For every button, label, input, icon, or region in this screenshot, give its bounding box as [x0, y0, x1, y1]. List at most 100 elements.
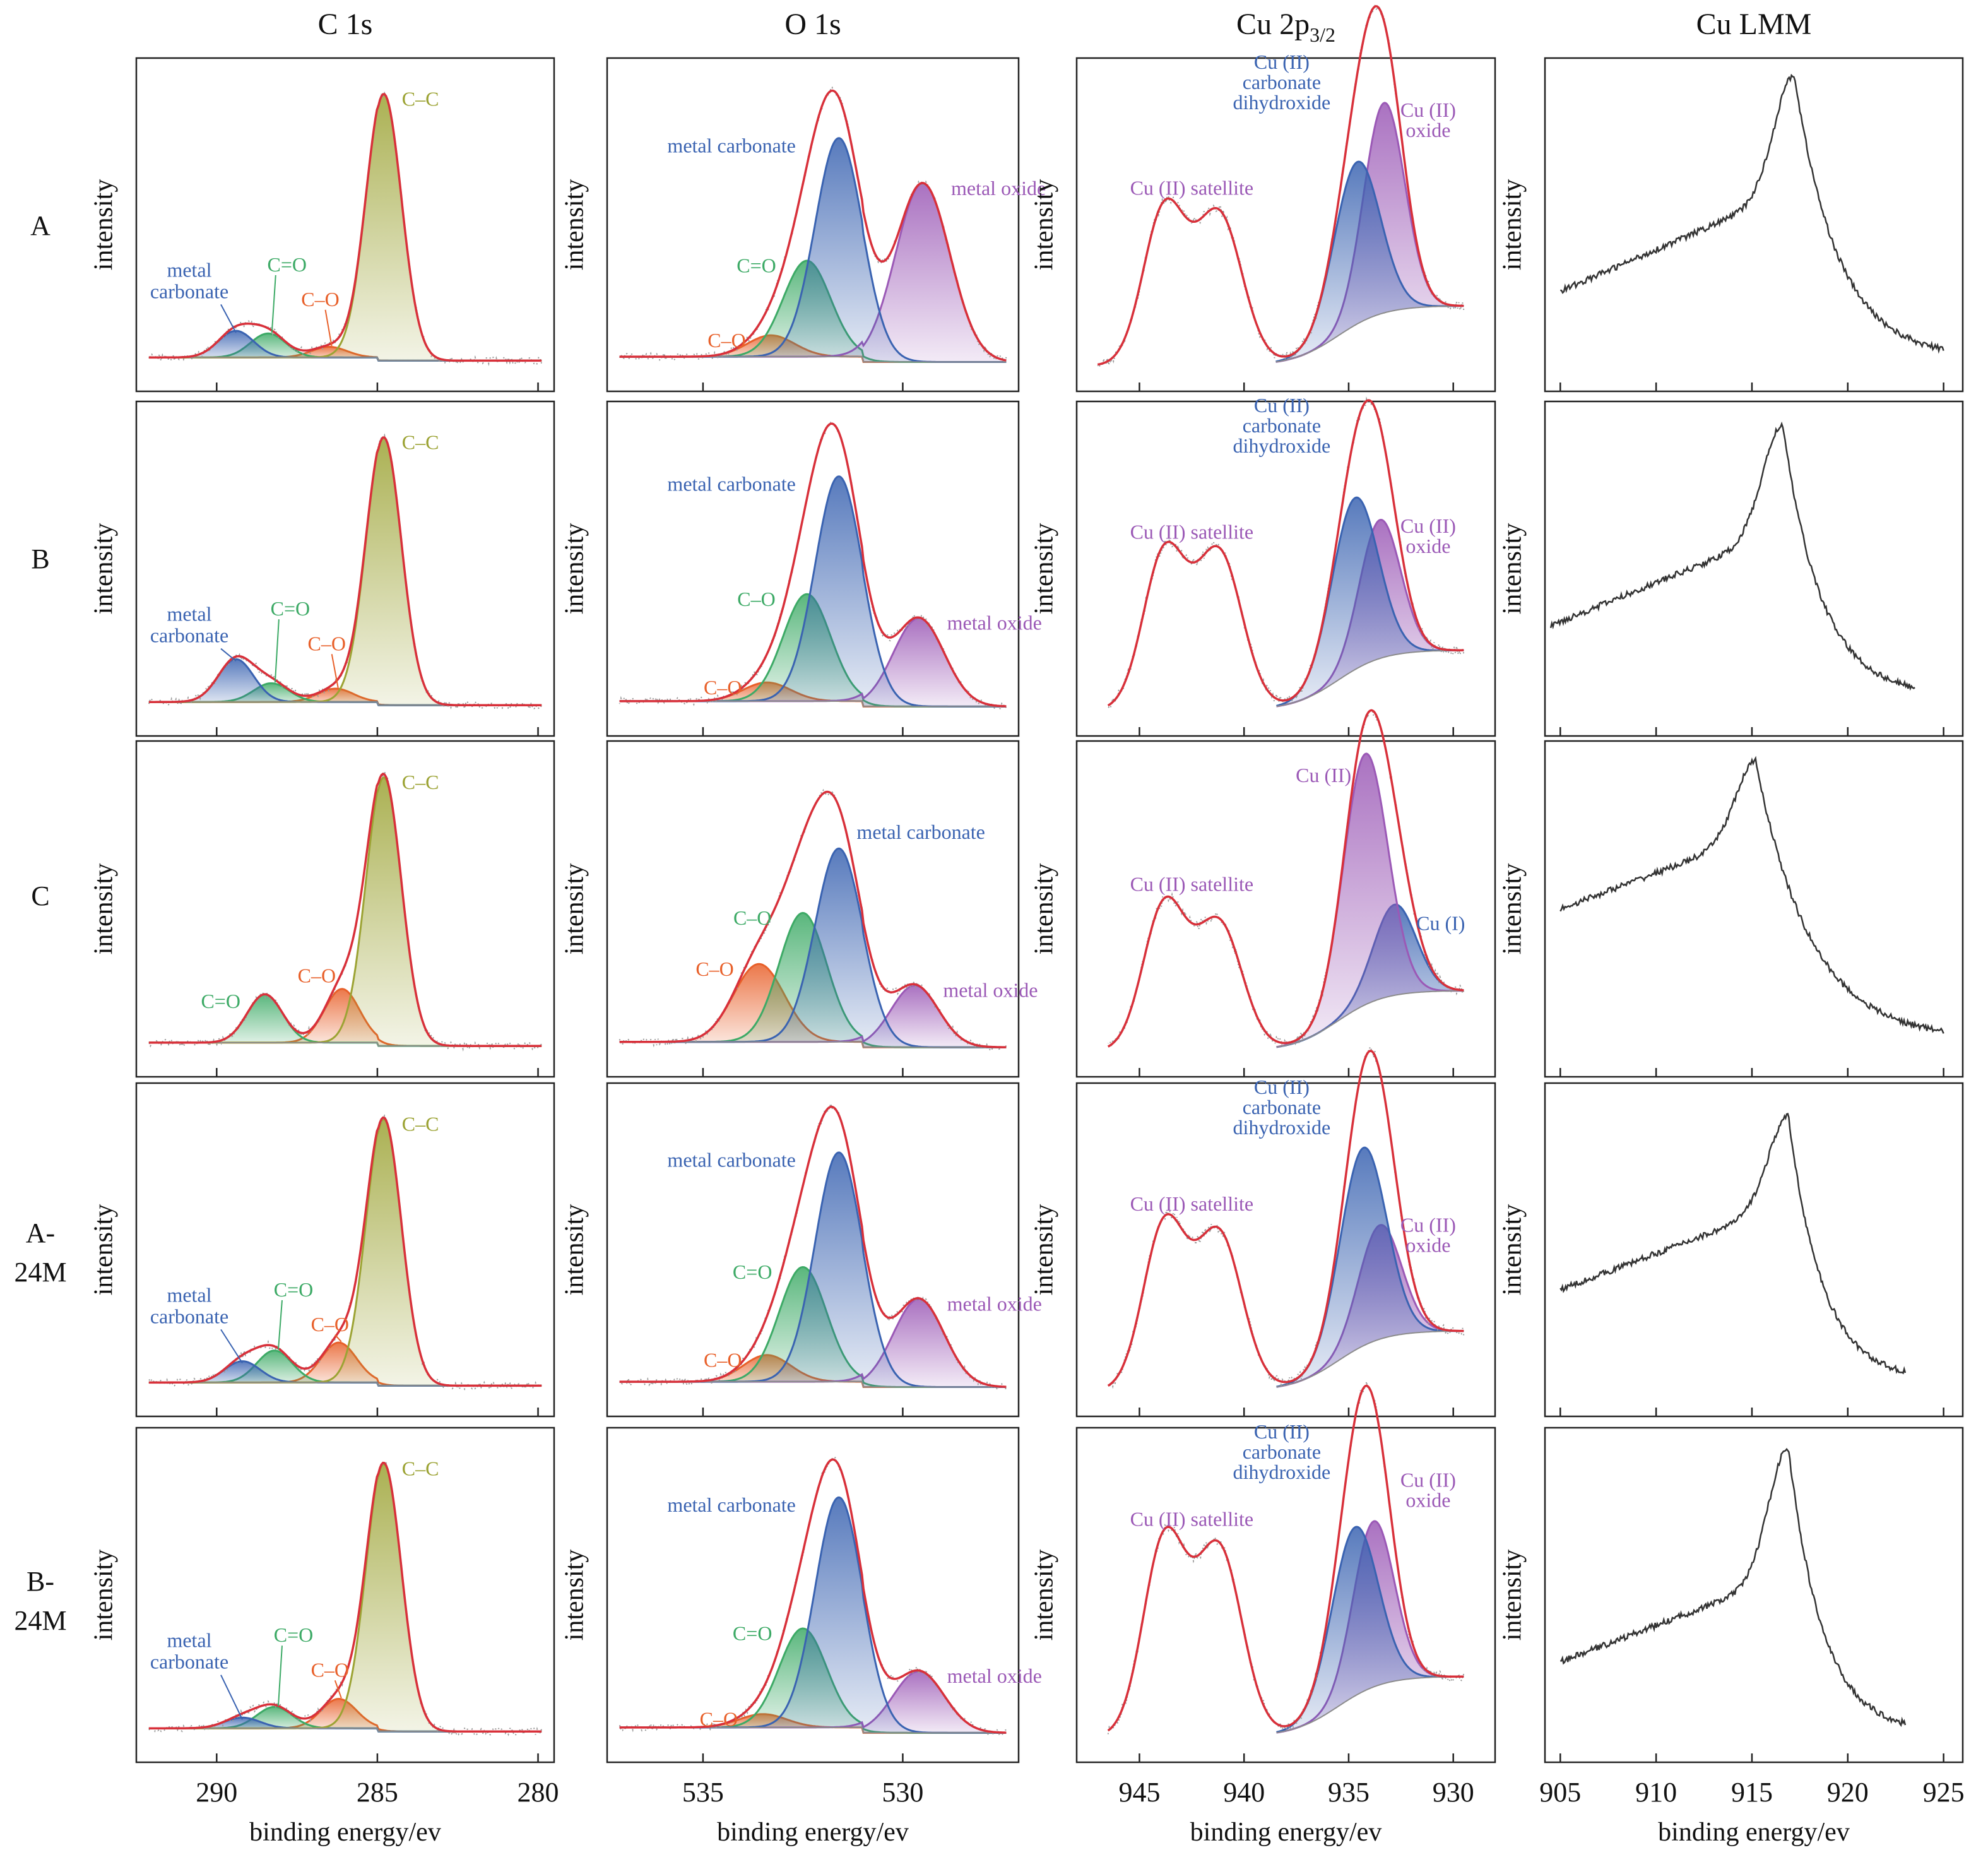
y-axis-label: intensity — [1498, 1550, 1527, 1641]
peak-label-carbonate: Cu (II) — [1254, 50, 1310, 73]
peak-label-co: C–O — [301, 288, 339, 311]
peak-label-orange: C–O — [704, 1349, 742, 1372]
fit-envelope — [148, 1116, 542, 1387]
peak-label-cdo: C=O — [268, 253, 307, 276]
component-peak-fill — [619, 1299, 1007, 1387]
y-axis-label: intensity — [90, 1550, 119, 1641]
label-leader — [277, 1645, 283, 1707]
background-line — [1276, 1676, 1464, 1734]
row-label: A- — [26, 1218, 55, 1248]
x-tick-label: 905 — [1539, 1777, 1581, 1808]
peak-label-metal-carbonate: carbonate — [150, 1651, 228, 1673]
panel-frame — [606, 740, 1020, 1078]
x-axis-label: binding energy/ev — [717, 1818, 909, 1847]
label-leader — [331, 654, 339, 688]
fit-envelope — [148, 1461, 542, 1733]
x-axis-label: binding energy/ev — [1190, 1818, 1382, 1847]
peak-label-cdo: C=O — [274, 1623, 314, 1646]
peak-label-metal-carbonate: metal carbonate — [667, 134, 795, 157]
peak-label-satellite: Cu (II) satellite — [1130, 1507, 1253, 1530]
label-leader — [334, 1680, 342, 1699]
component-peak-line — [148, 1463, 542, 1733]
y-axis-label: intensity — [1030, 863, 1059, 955]
component-peak-fill — [619, 476, 1007, 707]
peak-label-co: C–O — [298, 964, 336, 987]
column-title-c1s: C 1s — [318, 8, 373, 41]
panel-frame — [1544, 57, 1964, 393]
x-tick-label: 280 — [518, 1777, 559, 1808]
peak-label-carbonate: dihydroxide — [1233, 1116, 1331, 1139]
component-peak-fill — [619, 183, 1007, 362]
peak-label-metal-oxide: metal oxide — [943, 979, 1038, 1002]
y-axis-label: intensity — [1030, 523, 1059, 615]
y-axis-label: intensity — [90, 179, 119, 271]
background-line — [1276, 1330, 1464, 1388]
component-peak-fill — [619, 964, 1007, 1048]
peak-label-oxide: Cu (II) — [1400, 98, 1456, 121]
peak-label-carbonate: carbonate — [1243, 1440, 1321, 1463]
raw-data-trace — [148, 1461, 543, 1736]
x-axis-label: binding energy/ev — [249, 1818, 441, 1847]
peak-label-carbonate: Cu (II) — [1254, 1076, 1310, 1098]
peak-label-carbonate: carbonate — [1243, 1096, 1321, 1118]
panel-frame — [1544, 1426, 1964, 1764]
background-line — [1276, 649, 1464, 708]
lmm-spectrum — [1559, 1113, 1907, 1375]
component-peak-fill — [1275, 162, 1464, 362]
peak-label-metal-oxide: metal oxide — [947, 1664, 1042, 1687]
panel-frame — [1544, 400, 1964, 737]
peak-label-metal-carbonate: metal carbonate — [667, 472, 795, 495]
fit-envelope — [148, 93, 542, 362]
lmm-spectrum — [1559, 756, 1944, 1034]
peak-label-metal-oxide: metal oxide — [951, 177, 1046, 199]
background-line — [1275, 305, 1464, 363]
peak-label-green: C=O — [733, 1622, 772, 1645]
component-peak-fill — [1276, 754, 1464, 1047]
peak-label-carbonate: dihydroxide — [1233, 91, 1331, 114]
y-axis-label: intensity — [1498, 1204, 1527, 1296]
x-axis-label: binding energy/ev — [1658, 1818, 1850, 1847]
peak-label-green: C=O — [737, 254, 776, 277]
peak-label-satellite: Cu (II) satellite — [1130, 872, 1253, 895]
component-peak-fill — [619, 618, 1007, 707]
y-axis-label: intensity — [1498, 179, 1527, 271]
fit-envelope — [619, 89, 1007, 362]
component-peak-fill — [148, 1464, 542, 1732]
peak-label-cdo: C=O — [274, 1278, 314, 1301]
peak-label-metal-carbonate: metal — [167, 258, 211, 281]
y-axis-label: intensity — [560, 863, 589, 955]
panel-frame — [135, 1082, 555, 1418]
x-tick-label: 940 — [1223, 1777, 1265, 1808]
peak-label-carbonate: dihydroxide — [1233, 434, 1331, 457]
peak-label-green: C–O — [737, 588, 775, 610]
peak-label-orange: C–O — [704, 676, 742, 699]
panel-frame — [135, 740, 555, 1078]
peak-label-metal-carbonate: metal carbonate — [667, 1148, 795, 1171]
x-tick-label: 935 — [1328, 1777, 1370, 1808]
peak-label-cdo: C=O — [201, 990, 240, 1012]
peak-label-oxide: Cu (II) — [1400, 1468, 1456, 1491]
peak-label-orange: C–O — [700, 1707, 738, 1730]
fit-envelope — [1107, 399, 1464, 707]
row-label: C — [31, 881, 49, 911]
component-peak-fill — [148, 1361, 542, 1386]
component-peak-fill — [148, 94, 542, 361]
fit-envelope — [619, 790, 1007, 1048]
peak-label-metal-carbonate: metal — [167, 603, 211, 626]
panel-frame — [135, 1426, 555, 1764]
panel-frame — [135, 57, 555, 393]
peak-label-cu1: Cu (I) — [1416, 912, 1465, 935]
peak-label-oxide: oxide — [1405, 1233, 1450, 1256]
x-tick-label: 925 — [1923, 1777, 1965, 1808]
panel-frame — [1075, 740, 1496, 1078]
x-tick-label: 915 — [1731, 1777, 1773, 1808]
component-peak-fill — [148, 659, 542, 706]
peak-label-oxide: oxide — [1405, 1488, 1450, 1511]
x-tick-label: 910 — [1635, 1777, 1677, 1808]
panel-frame — [606, 1426, 1020, 1764]
peak-label-oxide: oxide — [1405, 119, 1450, 141]
component-peak-fill — [619, 848, 1007, 1048]
peak-label-co: C–O — [311, 1658, 349, 1681]
peak-label-oxide: Cu (II) — [1400, 514, 1456, 537]
label-leader — [271, 275, 276, 333]
